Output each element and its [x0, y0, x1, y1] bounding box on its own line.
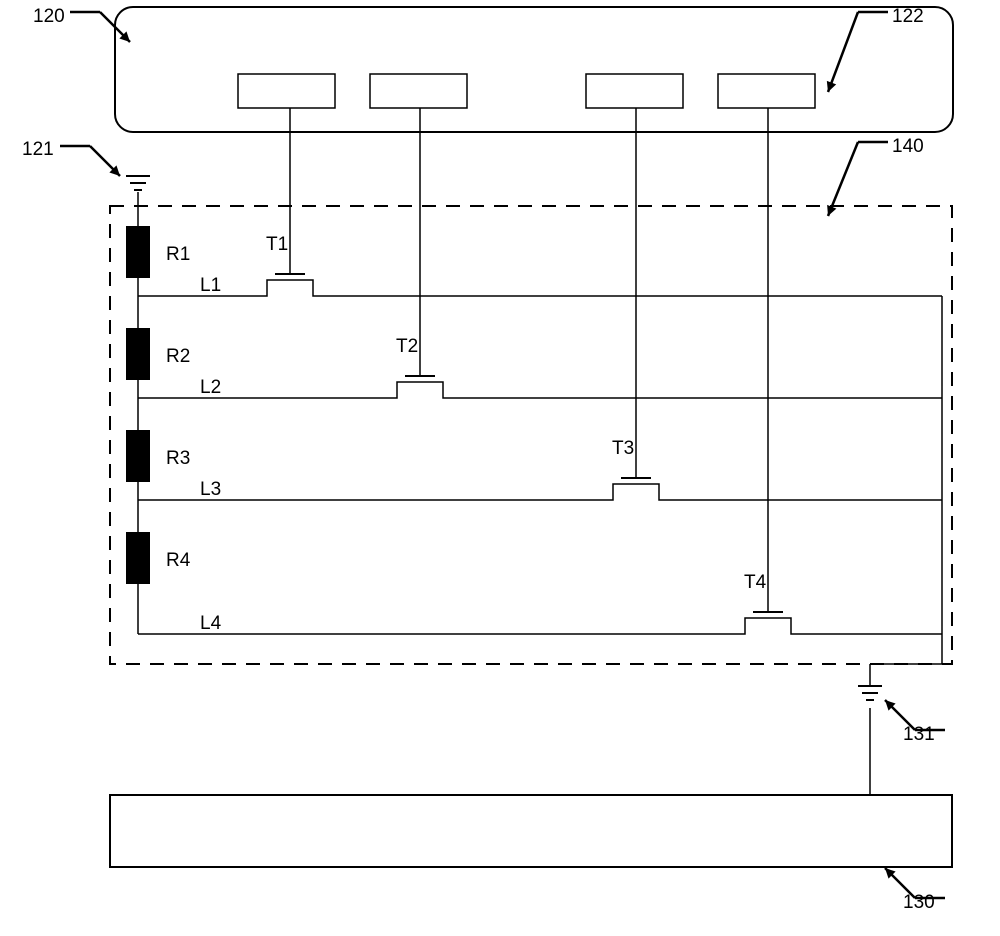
line-L4 — [138, 618, 942, 634]
label-120: 120 — [33, 6, 65, 27]
label-L4: L4 — [200, 613, 222, 634]
label-121: 121 — [22, 139, 54, 160]
label-130: 130 — [903, 892, 935, 913]
line-L3 — [138, 484, 942, 500]
resistor-R2 — [126, 328, 150, 380]
line-L2 — [138, 382, 942, 398]
label-T3: T3 — [612, 438, 634, 459]
pad-2 — [370, 74, 467, 108]
label-R4: R4 — [166, 550, 191, 571]
label-140: 140 — [892, 136, 924, 157]
pad-3 — [586, 74, 683, 108]
block-130 — [110, 795, 952, 867]
label-L2: L2 — [200, 377, 221, 398]
block-140 — [110, 206, 952, 664]
label-R1: R1 — [166, 244, 190, 265]
pad-1 — [238, 74, 335, 108]
label-L1: L1 — [200, 275, 221, 296]
label-131: 131 — [903, 724, 935, 745]
line-L1 — [138, 280, 942, 296]
pad-4 — [718, 74, 815, 108]
resistor-R1 — [126, 226, 150, 278]
label-T2: T2 — [396, 336, 418, 357]
resistor-R3 — [126, 430, 150, 482]
block-120 — [115, 7, 953, 132]
label-R3: R3 — [166, 448, 190, 469]
resistor-R4 — [126, 532, 150, 584]
label-T1: T1 — [266, 234, 288, 255]
label-122: 122 — [892, 6, 924, 27]
label-R2: R2 — [166, 346, 190, 367]
label-T4: T4 — [744, 572, 767, 593]
label-L3: L3 — [200, 479, 221, 500]
